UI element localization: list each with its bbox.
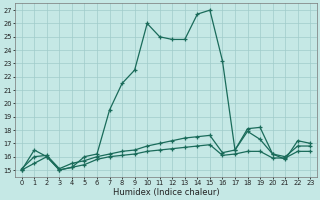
- X-axis label: Humidex (Indice chaleur): Humidex (Indice chaleur): [113, 188, 219, 197]
